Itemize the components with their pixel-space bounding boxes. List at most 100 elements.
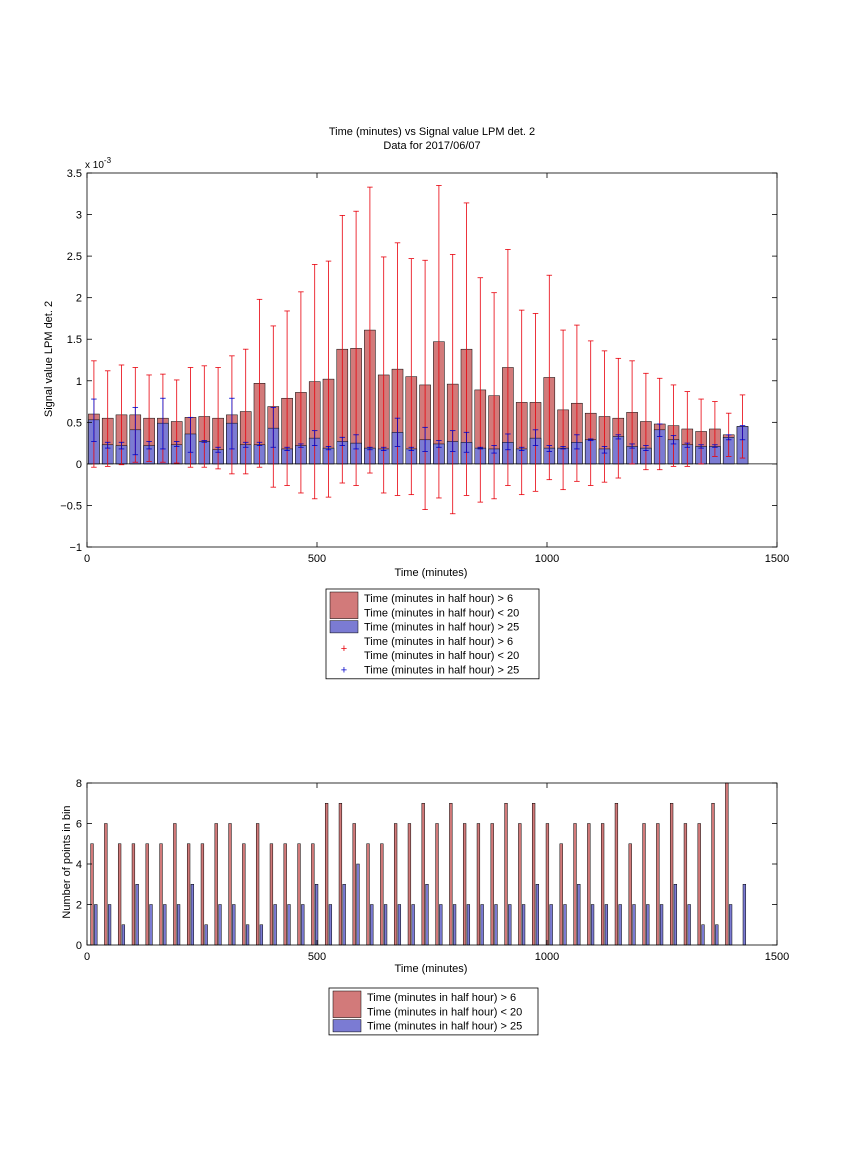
top-errorbar-red (601, 350, 608, 483)
top-errorbar-blue (201, 440, 208, 443)
top-exponent-label: x 10-3 (85, 156, 112, 171)
bottom-chart: 0 2 4 6 8 0 500 1000 1500 Time (minutes) Number … (61, 778, 789, 1036)
bottom-bar-blue (521, 904, 526, 946)
bottom-bar-blue (163, 904, 167, 946)
bottom-bar-blue (232, 904, 236, 946)
top-errorbar-blue (173, 441, 180, 447)
top-errorbar-red (560, 329, 566, 491)
top-legend-marker: + (341, 665, 347, 677)
top-errorbar-red (518, 309, 525, 496)
top-legend-label: Time (minutes in half hour) > 6 (364, 636, 513, 648)
bottom-bar-red (669, 803, 674, 946)
top-y-tick-label: 1.5 (67, 334, 82, 346)
bottom-bar-red (490, 823, 494, 946)
top-errorbar-blue (532, 429, 539, 447)
bottom-bar-red (421, 803, 425, 946)
top-errorbar-blue (656, 423, 663, 437)
bottom-bar-red (255, 823, 260, 946)
bottom-legend-swatch (332, 1019, 362, 1033)
top-errorbar-red (532, 313, 539, 492)
bottom-legend-label: Time (minutes in half hour) > 6 (367, 992, 516, 1004)
top-chart: Time (minutes) vs Signal value LPM det. … (43, 126, 789, 680)
top-errorbar-red (201, 365, 208, 468)
bottom-x-tick-label: 500 (308, 951, 326, 963)
top-errorbar-blue (132, 406, 139, 456)
bottom-x-axis-label: Time (minutes) (395, 963, 468, 975)
bottom-bar-red (614, 803, 619, 946)
bottom-y-tick-label: 4 (76, 859, 82, 871)
top-errorbar-blue (118, 441, 125, 450)
top-legend-swatch (329, 620, 359, 634)
top-legend-label: Time (minutes in half hour) < 20 (364, 650, 519, 662)
bottom-bar-blue (94, 904, 98, 946)
top-y-axis-label: Signal value LPM det. 2 (43, 301, 55, 417)
bottom-bar-red (642, 823, 646, 946)
top-legend-label: Time (minutes in half hour) > 25 (364, 622, 519, 634)
bottom-bar-red (90, 843, 94, 946)
top-errorbar-blue (380, 446, 387, 451)
top-errorbar-blue (601, 446, 608, 454)
bottom-bar-blue (439, 904, 443, 946)
top-errorbar-red (574, 324, 580, 482)
bottom-x-tick-label: 1500 (765, 951, 789, 963)
bottom-bar-red (311, 843, 315, 946)
bottom-legend-entry: Time (minutes in half hour) > 25 (332, 1019, 522, 1033)
bottom-bar-red (380, 843, 384, 946)
top-errorbar-red (298, 291, 304, 494)
top-legend-entry: + Time (minutes in half hour) > 25 (341, 665, 519, 677)
top-x-tick-label: 0 (84, 553, 90, 565)
top-y-tick-label: 0.5 (67, 417, 82, 429)
bottom-bar-red (297, 843, 301, 946)
top-title-line2: Data for 2017/06/07 (383, 140, 480, 152)
top-errorbar-blue (298, 443, 304, 448)
bottom-bar-blue (604, 904, 609, 946)
top-y-tick-label: 1 (76, 376, 82, 388)
bottom-bar-red (186, 843, 191, 946)
bottom-bar-red (159, 843, 163, 946)
bottom-bar-blue (149, 904, 153, 946)
top-errorbar-blue (256, 441, 263, 447)
bottom-bar-red (131, 843, 136, 946)
top-y-tick-label: −0.5 (60, 500, 82, 512)
top-errorbar-blue (270, 406, 277, 448)
top-legend-marker: + (341, 643, 347, 655)
bottom-bar-blue (383, 904, 388, 946)
bottom-bar-blue (632, 904, 636, 946)
bottom-bar-red (531, 803, 536, 946)
bottom-legend-swatch (332, 990, 362, 1018)
bottom-bar-blue (135, 884, 139, 946)
top-errorbar-blue (739, 425, 746, 441)
top-errorbar-blue (491, 445, 497, 454)
bottom-x-tick-label: 0 (84, 951, 90, 963)
bottom-bar-red (573, 823, 577, 946)
top-errorbar-red (367, 186, 373, 474)
top-errorbar-red (684, 391, 691, 467)
top-plot-area: −1 −0.5 0 0.5 1 1.5 2 2.5 3 3.5 0 500 1000 1500 (60, 168, 789, 565)
top-errorbar-red (104, 370, 111, 467)
top-errorbar-blue (670, 435, 677, 445)
top-errorbar-blue (146, 441, 152, 450)
bottom-x-tick-label: 1000 (535, 951, 559, 963)
bottom-bar-red (366, 843, 370, 946)
top-errorbar-blue (242, 441, 249, 448)
bottom-bar-blue (618, 904, 622, 946)
top-errorbar-blue (449, 430, 456, 452)
bottom-bar-red (393, 823, 398, 946)
bottom-bar-red (435, 823, 439, 946)
bottom-bar-red (269, 843, 274, 946)
top-errorbar-red (380, 256, 387, 494)
top-errorbar-red (643, 372, 649, 471)
bottom-bar-blue (259, 924, 264, 946)
bottom-bar-blue (328, 904, 333, 946)
top-legend-swatch (329, 591, 359, 619)
bottom-bar-blue (425, 884, 429, 946)
bottom-bar-red (725, 782, 729, 946)
top-errorbar-red (173, 379, 180, 464)
bottom-y-tick-label: 6 (76, 819, 82, 831)
top-legend-label: Time (minutes in half hour) > 6 (364, 593, 513, 605)
bottom-bar-blue (273, 904, 277, 946)
bottom-bar-blue (590, 904, 595, 946)
top-errorbar-blue (518, 446, 525, 451)
top-y-tick-label: 2.5 (67, 251, 82, 263)
